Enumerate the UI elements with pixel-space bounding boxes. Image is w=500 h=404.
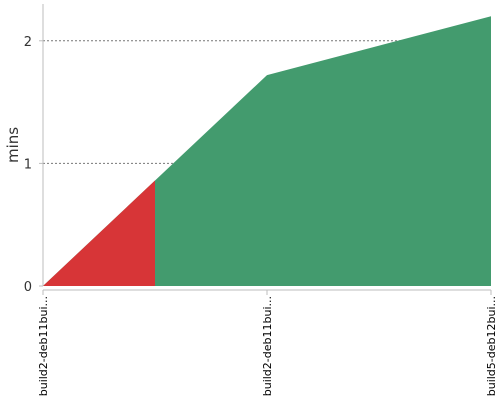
y-tick-label-2: 2 [24,35,32,50]
y-tick-label-1: 1 [24,157,32,172]
x-tick-label-2: #2 build2-deb11bui... [261,296,274,400]
axis-labels: 0 1 2 #1 build2-deb11bui... #2 build2-deb11b… [4,35,498,404]
y-axis-title: mins [4,127,22,163]
plot-areas [43,16,491,287]
axes [39,4,492,295]
highlight-area [43,180,155,286]
x-tick-label-1: #1 build2-deb11bui... [37,296,50,400]
x-tick-label-3: #3 build5-deb12bui... [485,296,498,400]
y-tick-label-0: 0 [24,280,32,295]
